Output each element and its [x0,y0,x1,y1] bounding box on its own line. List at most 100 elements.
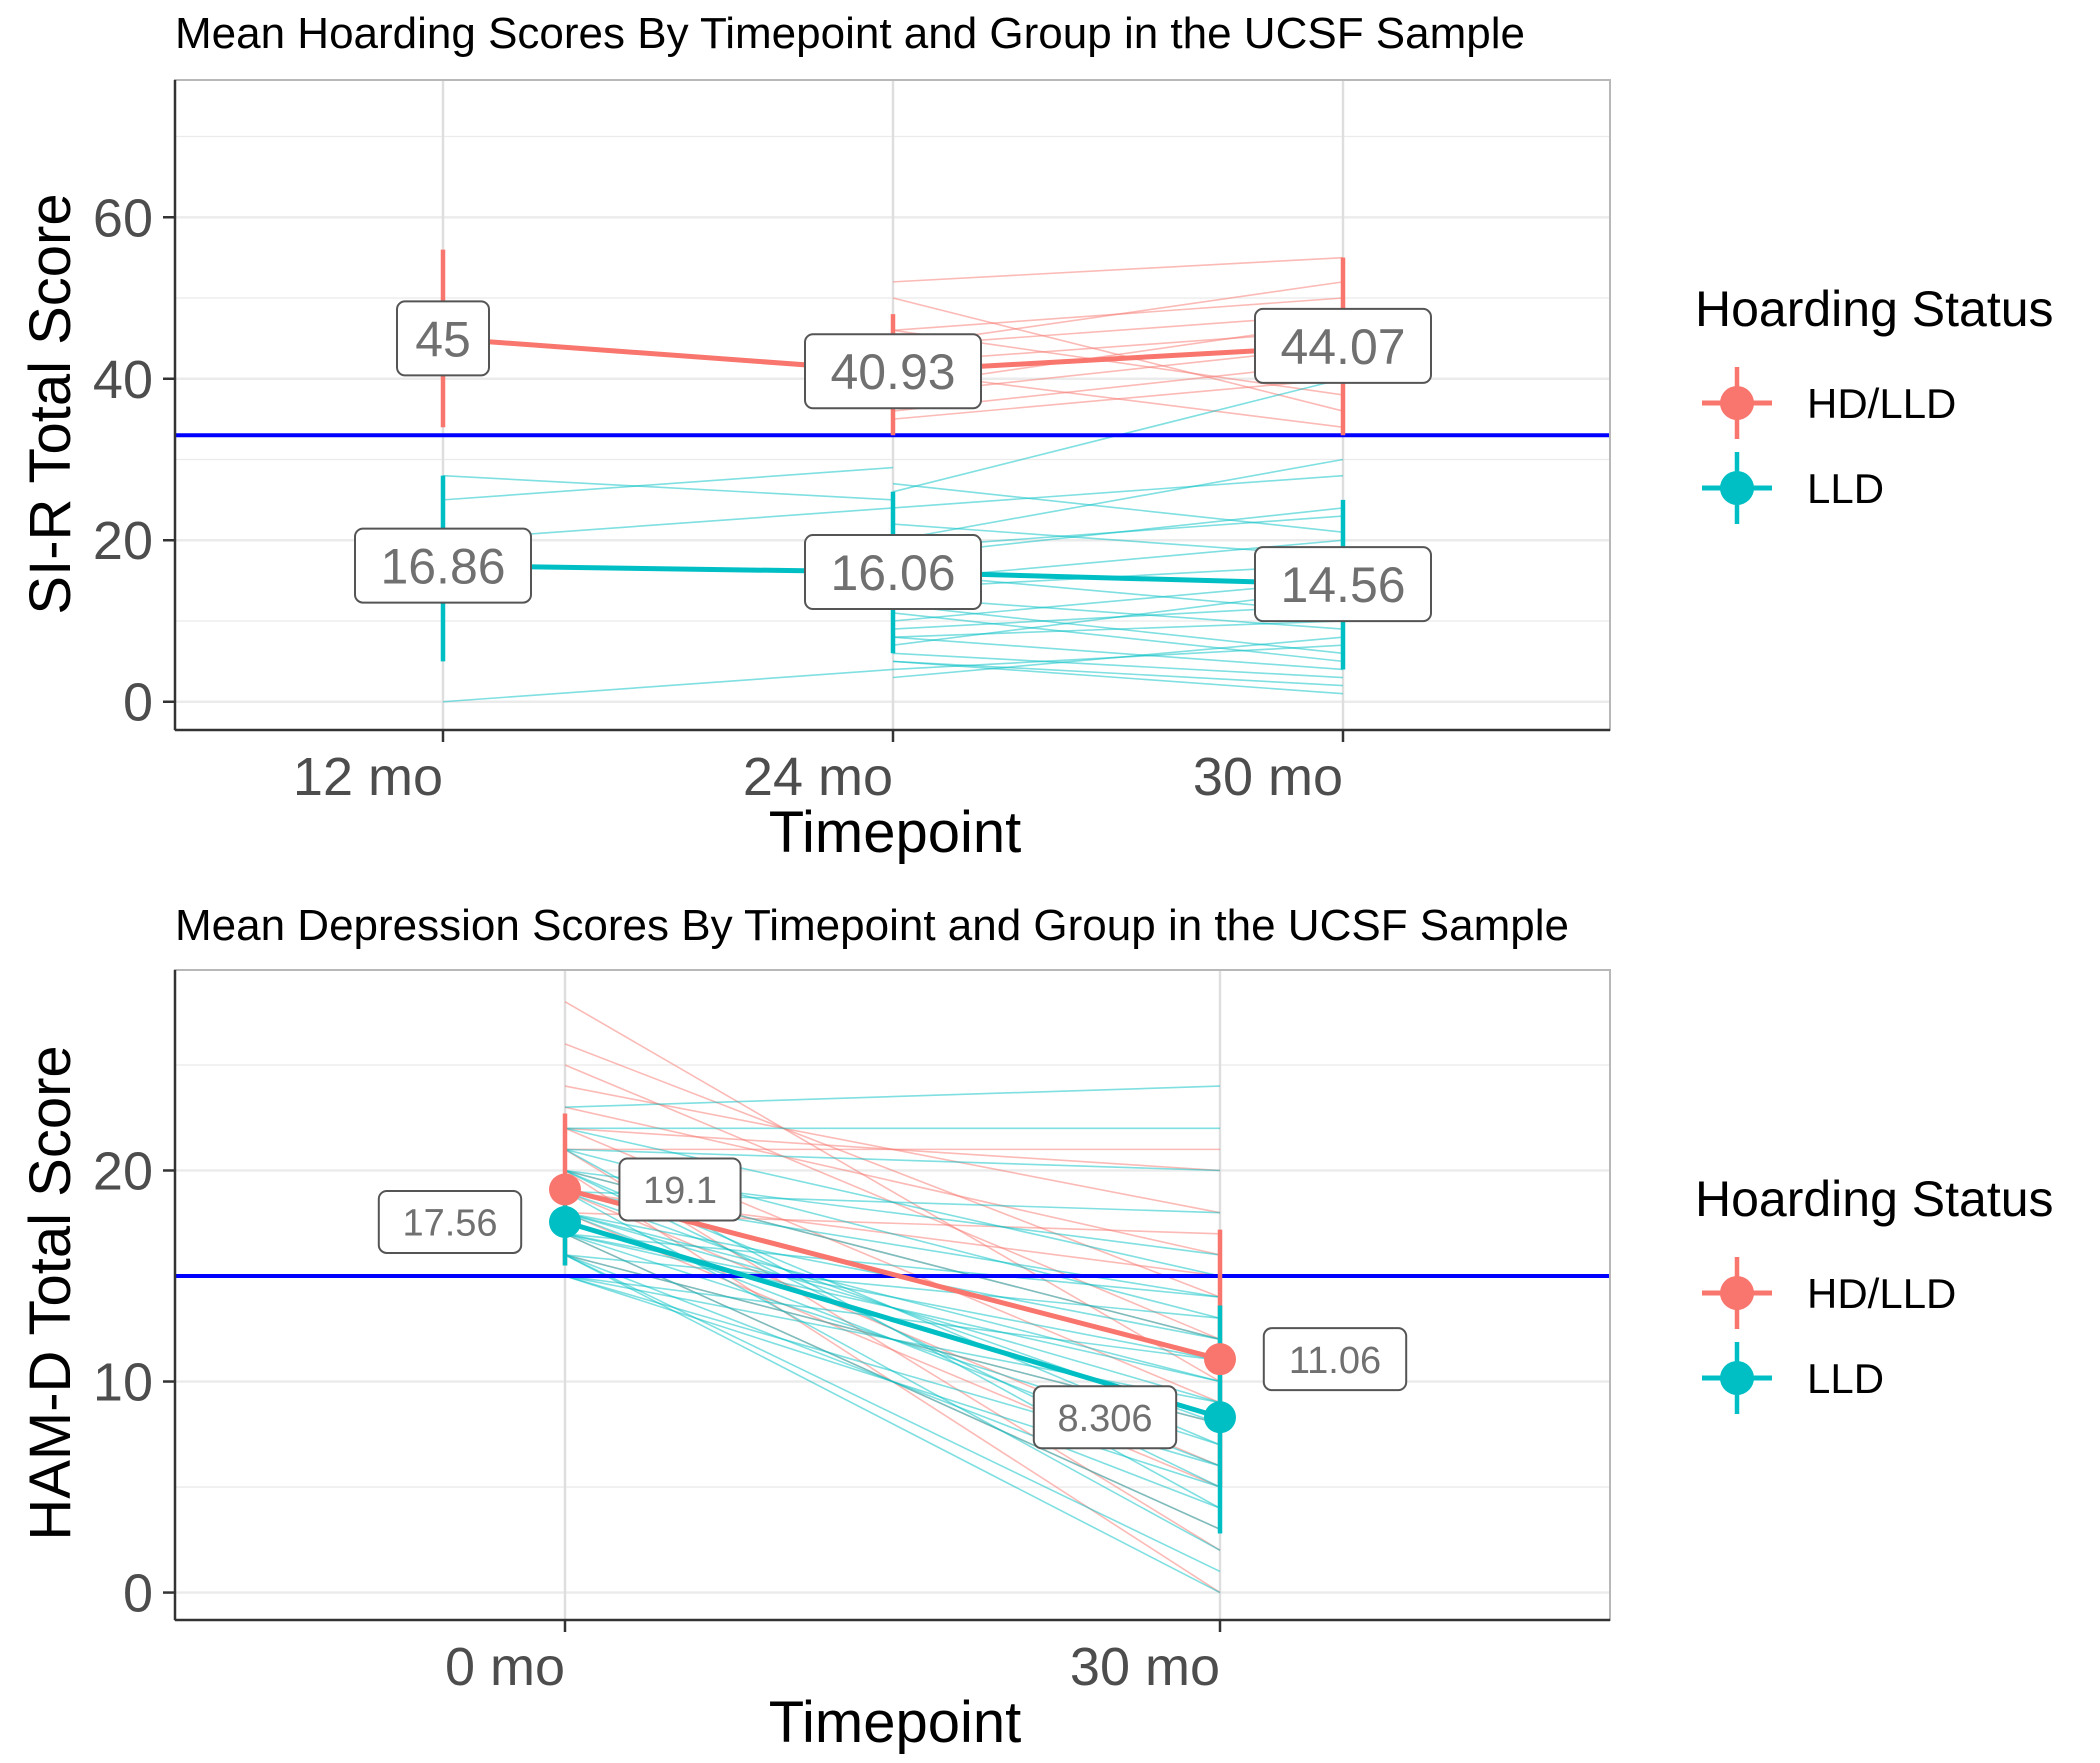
value-label-text: 17.56 [402,1203,497,1245]
y-axis-title: SI-R Total Score [18,193,83,614]
legend-key-point [1720,471,1754,505]
legend-item: LLD [1702,452,1884,524]
y-tick-label: 60 [93,188,153,248]
x-tick-label: 30 mo [1193,747,1343,807]
x-tick-label: 30 mo [1070,1637,1220,1697]
plot-background [175,970,1610,1620]
value-label-box [804,333,982,410]
depression-chart: Mean Depression Scores By Timepoint and … [18,901,2054,1755]
value-label: 8.306 [1032,1385,1178,1450]
trajectory-line [892,256,1344,283]
trajectory-line [892,660,1344,695]
legend-key-point [1720,1276,1754,1310]
legend: Hoarding Status HD/LLD LLD [1695,281,2054,524]
value-label-box [1032,1385,1178,1450]
legend-key-point [1720,386,1754,420]
value-label-text: 40.93 [830,344,955,400]
trajectory-line [564,1254,1221,1573]
axes: 0 10 20 0 mo 30 mo [93,969,1611,1697]
trajectory-line [892,482,1344,533]
x-tick-label: 12 mo [293,747,443,807]
y-tick-label: 0 [123,1564,153,1624]
legend-key-point [1720,1361,1754,1395]
value-label: 44.07 [1254,307,1432,384]
value-label-text: 45 [415,311,471,367]
value-label: 16.06 [804,534,982,611]
y-tick-label: 40 [93,350,153,410]
y-tick-label: 10 [93,1353,153,1413]
value-label-box [1262,1327,1408,1392]
trajectory-line [892,458,1344,542]
value-label-box [618,1157,742,1222]
legend-item: HD/LLD [1702,367,1956,439]
x-tick-label: 0 mo [445,1637,565,1697]
trajectory-line [564,1233,1221,1298]
trajectory-line [564,1211,1221,1383]
trajectory-line [892,612,1344,663]
legend-title: Hoarding Status [1695,1171,2054,1227]
value-label: 17.56 [377,1189,523,1254]
value-label-text: 11.06 [1289,1340,1381,1382]
legend-label: HD/LLD [1807,380,1956,427]
legend: Hoarding Status HD/LLD LLD [1695,1171,2054,1414]
value-label-box [354,527,532,604]
y-axis-title: HAM-D Total Score [18,1045,83,1540]
trajectory-line [564,1190,1221,1552]
value-label-text: 16.06 [830,545,955,601]
value-label-box [396,300,490,377]
chart-title: Mean Depression Scores By Timepoint and … [175,901,1569,950]
mean-point [1204,1343,1236,1376]
legend-item: HD/LLD [1702,1257,1956,1329]
legend-title: Hoarding Status [1695,281,2054,337]
trajectory-line [442,466,894,501]
trajectory-line [892,604,1344,655]
value-label: 45 [396,300,490,377]
mean-point [549,1205,581,1238]
trajectory-line [892,652,1344,679]
value-labels: 45 40.93 44.07 16.86 16.06 14.56 [354,300,1432,623]
value-label-box [377,1189,523,1254]
value-label-text: 8.306 [1057,1398,1152,1440]
trajectory-line [442,474,894,501]
y-tick-label: 0 [123,673,153,733]
chart-title: Mean Hoarding Scores By Timepoint and Gr… [175,9,1525,58]
trajectory-line [564,1085,1221,1108]
x-axis-title: Timepoint [769,1690,1022,1755]
x-tick-label: 24 mo [743,747,893,807]
trajectory-line [892,474,1344,509]
y-tick-label: 20 [93,511,153,571]
value-label-box [804,534,982,611]
value-label-box [1254,307,1432,384]
value-label-text: 44.07 [1280,319,1405,375]
value-label: 16.86 [354,527,532,604]
trajectory-line [564,1254,1221,1509]
value-label: 19.1 [618,1157,742,1222]
legend-label: LLD [1807,465,1884,512]
y-tick-label: 20 [93,1141,153,1201]
mean-point [549,1173,581,1206]
value-label-box [1254,546,1432,623]
hoarding-chart: Mean Hoarding Scores By Timepoint and Gr… [18,9,2054,865]
value-label: 11.06 [1262,1327,1408,1392]
trajectory-line [442,668,894,703]
x-axis-title: Timepoint [769,800,1022,865]
axes: 0 20 40 60 12 mo 24 mo 30 mo [93,79,1611,807]
trajectory-line [892,644,1344,671]
value-label-text: 16.86 [380,539,505,595]
value-label-text: 19.1 [643,1170,717,1212]
legend-item: LLD [1702,1342,1884,1414]
legend-label: LLD [1807,1355,1884,1402]
value-labels: 19.1 11.06 17.56 8.306 [377,1157,1408,1450]
trajectory-line [892,636,1344,671]
mean-line [564,1219,1221,1420]
trajectory-line [564,1254,1221,1594]
value-label-text: 14.56 [1280,557,1405,613]
trajectory-line [564,1106,1221,1256]
legend-label: HD/LLD [1807,1270,1956,1317]
trajectory-line [564,1254,1221,1320]
trajectory-line [564,1043,1221,1298]
value-label: 40.93 [804,333,982,410]
value-label: 14.56 [1254,546,1432,623]
grid [175,970,1610,1620]
